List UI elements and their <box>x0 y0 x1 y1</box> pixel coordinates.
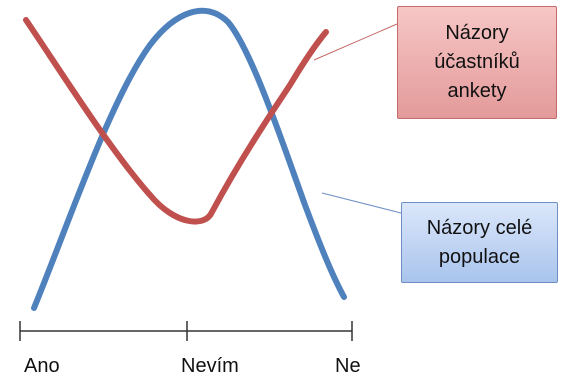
axis-label-ne: Ne <box>335 355 361 377</box>
population-callout: Názory celé populace <box>401 202 558 283</box>
axis-label-nevim: Nevím <box>181 355 239 377</box>
population-curve <box>31 7 347 311</box>
survey-callout-leader <box>313 23 398 61</box>
survey-curve <box>23 17 329 225</box>
survey-participants-callout: Názory účastníků ankety <box>397 6 557 119</box>
axis-label-ano: Ano <box>24 355 60 377</box>
population-callout-leader <box>321 192 402 214</box>
